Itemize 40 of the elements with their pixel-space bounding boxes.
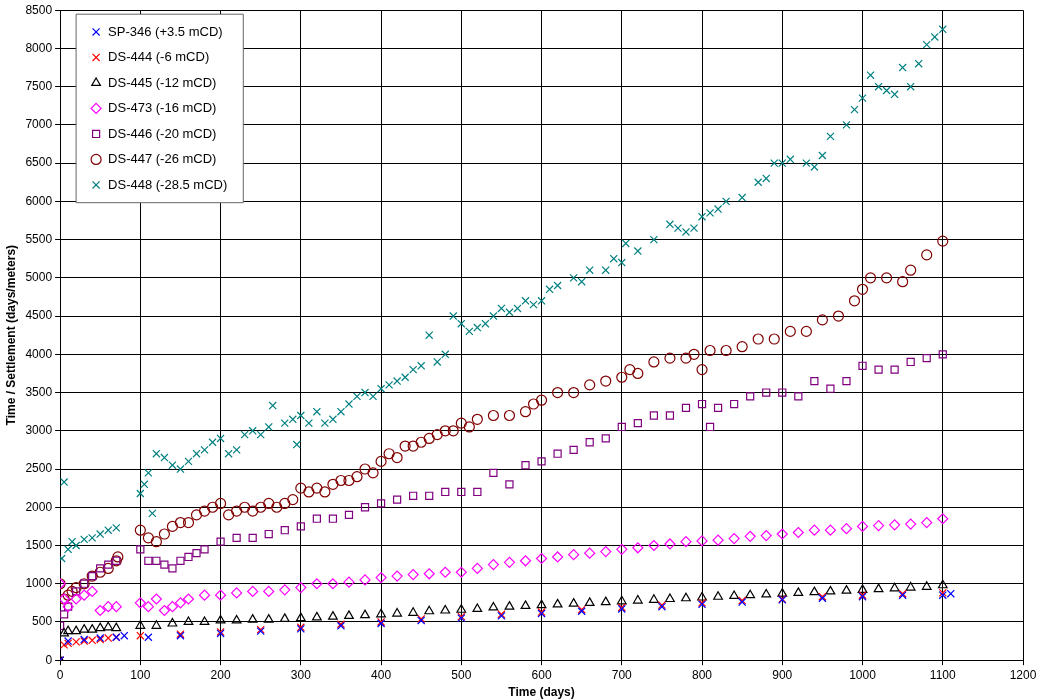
y-tick-label: 4500 (25, 308, 53, 323)
y-tick-label: 7000 (25, 117, 53, 132)
legend-label: SP-346 (+3.5 mCD) (108, 23, 223, 39)
x-tick-label: 400 (371, 667, 392, 682)
x-tick-label: 1000 (849, 667, 877, 682)
legend-label: DS-444 (-6 mCD) (108, 49, 210, 65)
y-tick-label: 4000 (25, 346, 53, 361)
y-tick-label: 0 (45, 652, 53, 667)
y-tick-label: 5000 (25, 270, 53, 285)
y-tick-label: 6000 (25, 193, 53, 208)
y-tick-label: 6500 (25, 155, 53, 170)
x-tick-label: 1200 (1009, 667, 1037, 682)
y-tick-label: 8500 (25, 2, 53, 17)
y-tick-label: 5500 (25, 231, 53, 246)
x-tick-label: 700 (611, 667, 633, 682)
y-tick-label: 3500 (25, 384, 53, 399)
legend-label: DS-448 (-28.5 mCD) (108, 176, 228, 192)
y-tick-label: 2000 (25, 499, 53, 514)
legend-label: DS-446 (-20 mCD) (108, 125, 217, 141)
y-tick-label: 8000 (25, 40, 53, 55)
y-tick-label: 2500 (25, 461, 53, 476)
y-tick-label: 7500 (25, 78, 53, 93)
y-tick-label: 500 (32, 614, 53, 629)
x-tick-label: 200 (210, 667, 231, 682)
legend-label: DS-445 (-12 mCD) (108, 74, 217, 90)
y-axis-title: Time / Settlement (days/meters) (3, 244, 18, 426)
legend-label: DS-447 (-26 mCD) (108, 151, 217, 167)
x-tick-label: 1100 (929, 667, 956, 682)
x-tick-label: 600 (531, 667, 552, 682)
x-axis-title: Time (days) (508, 685, 575, 700)
x-tick-label: 0 (56, 667, 64, 682)
x-tick-label: 500 (451, 667, 472, 682)
x-tick-label: 800 (692, 667, 713, 682)
x-tick-label: 300 (290, 667, 312, 682)
y-tick-label: 3000 (25, 423, 53, 438)
legend-label: DS-473 (-16 mCD) (108, 100, 217, 116)
y-tick-label: 1500 (25, 537, 53, 552)
x-tick-label: 900 (772, 667, 793, 682)
y-tick-label: 1000 (25, 576, 53, 591)
x-tick-label: 100 (130, 667, 151, 682)
